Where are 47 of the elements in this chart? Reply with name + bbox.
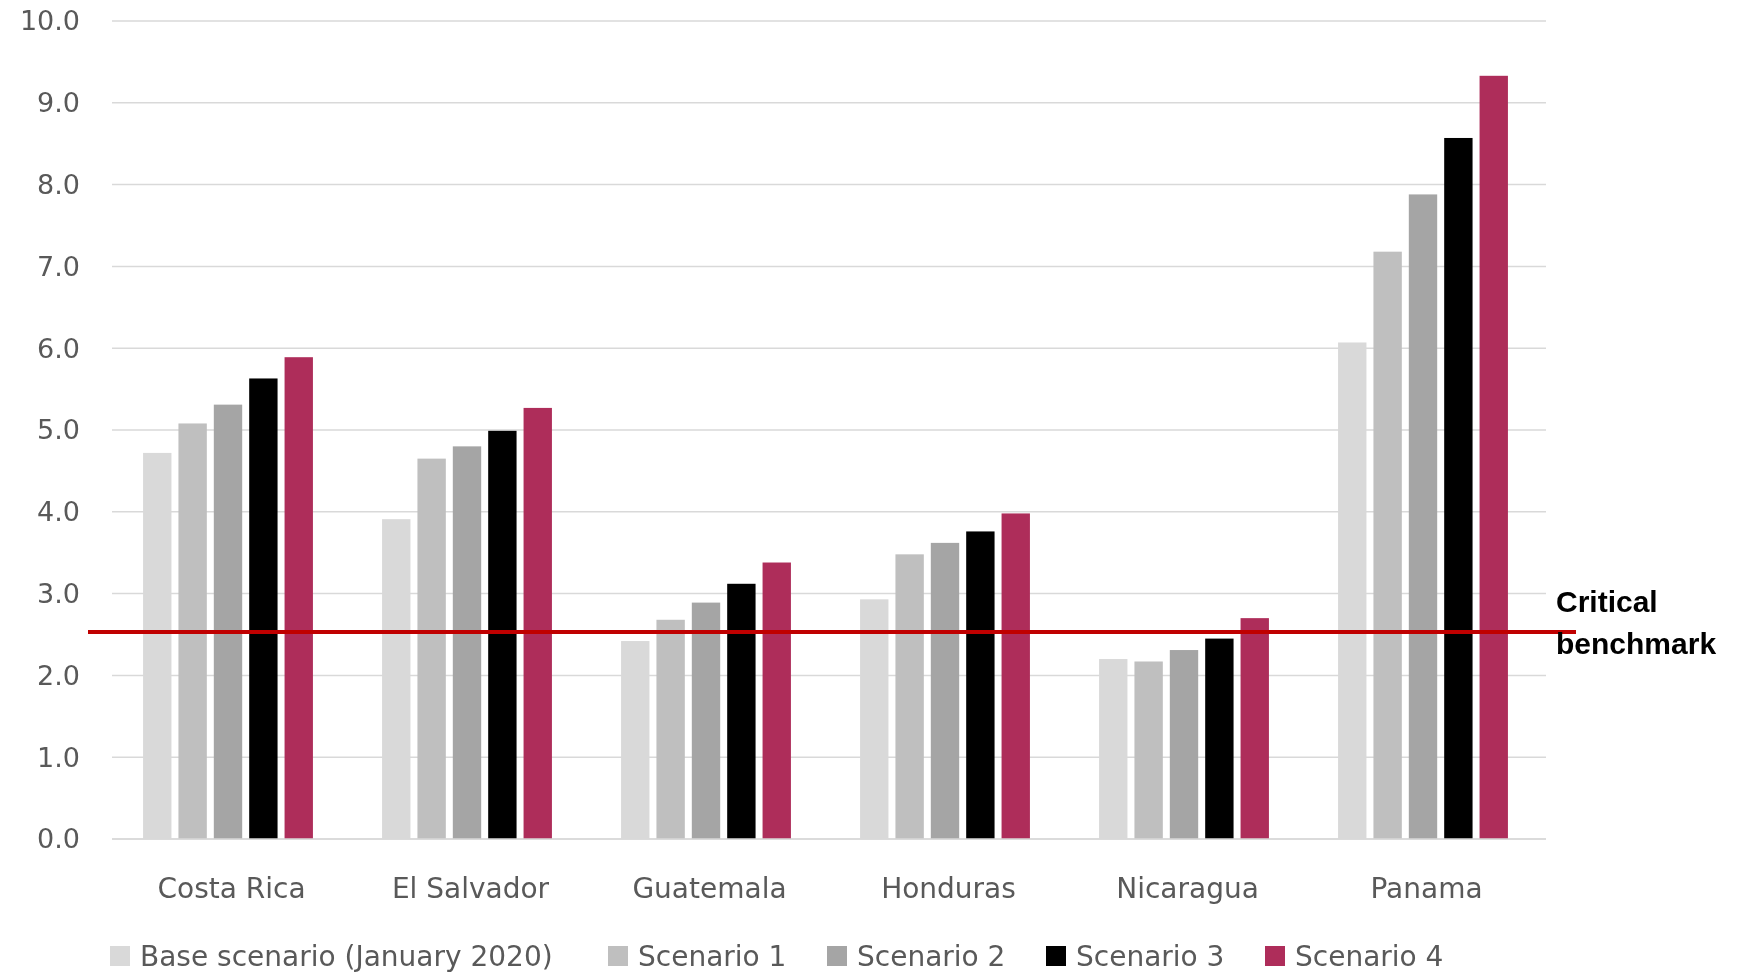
bar: [178, 423, 207, 839]
y-tick-label: 2.0: [37, 659, 80, 691]
legend-label: Scenario 1: [638, 939, 787, 973]
x-tick-label: Costa Rica: [157, 871, 306, 905]
bar: [966, 531, 995, 839]
bar: [656, 619, 685, 839]
y-tick-label: 8.0: [37, 169, 80, 201]
bar: [417, 458, 446, 839]
legend-label: Scenario 3: [1076, 939, 1225, 973]
bar: [930, 542, 960, 839]
y-tick-label: 5.0: [37, 414, 80, 446]
y-tick-label: 6.0: [37, 332, 80, 364]
x-tick-label: Nicaragua: [1116, 871, 1259, 905]
bar: [1134, 661, 1163, 839]
bar: [213, 404, 243, 839]
bar: [1373, 251, 1402, 839]
y-tick-label: 1.0: [37, 741, 80, 773]
y-tick-label: 4.0: [37, 496, 80, 528]
y-tick-label: 7.0: [37, 250, 80, 282]
bar: [1240, 618, 1269, 839]
y-tick-label: 10.0: [19, 5, 80, 37]
x-tick-label: El Salvador: [391, 871, 550, 905]
bar: [691, 602, 721, 839]
x-tick-label: Guatemala: [632, 871, 787, 905]
bar: [1444, 137, 1473, 839]
legend-label: Base scenario (January 2020): [140, 939, 553, 973]
bar: [488, 430, 517, 839]
x-tick-label: Honduras: [881, 871, 1016, 905]
bar: [1001, 513, 1030, 839]
bar: [762, 562, 791, 839]
y-tick-label: 9.0: [37, 87, 80, 119]
legend-label: Scenario 4: [1295, 939, 1444, 973]
bar: [727, 583, 756, 839]
y-tick-label: 3.0: [37, 578, 80, 610]
x-tick-label: Panama: [1370, 871, 1483, 905]
bar: [284, 357, 313, 839]
bar: [523, 407, 552, 839]
bar: [1479, 75, 1508, 839]
bar: [1408, 194, 1438, 839]
bar: [1169, 650, 1199, 839]
bar: [895, 554, 924, 839]
bar: [1205, 638, 1234, 839]
ref-line-label: Critical benchmark: [1556, 585, 1717, 661]
bar: [452, 446, 482, 839]
y-tick-label: 0.0: [37, 823, 80, 855]
bar: [249, 378, 278, 839]
legend-label: Scenario 2: [857, 939, 1006, 973]
